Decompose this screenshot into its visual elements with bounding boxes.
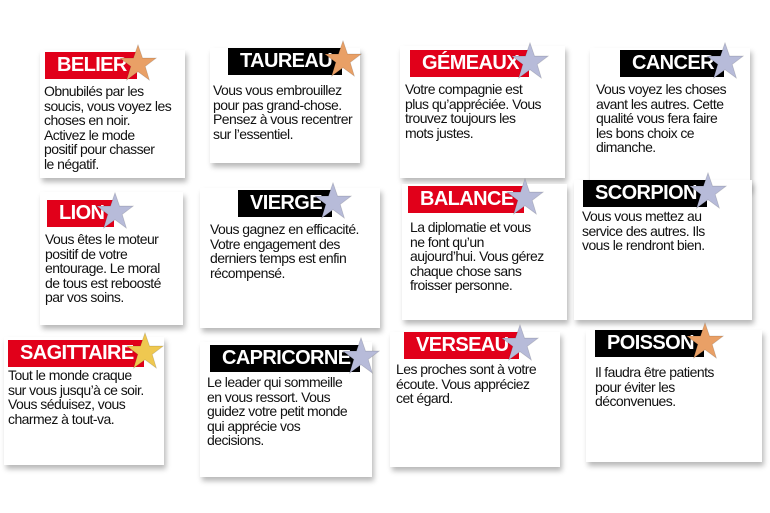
sign-text: Vous voyez les choses avant les autres. … [596, 81, 727, 156]
sign-label: POISSON [595, 330, 704, 357]
star-icon [118, 43, 158, 82]
star-icon [505, 177, 545, 216]
sign-label: BALANCE [408, 186, 524, 213]
sign-label: CANCER [620, 50, 724, 77]
star-icon [313, 181, 353, 220]
sign-label: TAUREAU [228, 48, 343, 75]
sign-text: Les proches sont à votre écoute. Vous ap… [396, 361, 537, 407]
star-icon [688, 171, 728, 210]
star-icon [685, 321, 725, 360]
star-icon [510, 41, 550, 80]
sign-label: SAGITTAIRE [8, 340, 144, 367]
sign-label: BELIER [45, 52, 137, 79]
sign-label: VERSEAU [404, 332, 519, 359]
sign-text: Vous êtes le moteur positif de votre ent… [45, 231, 161, 306]
star-icon [125, 331, 165, 370]
sign-text: La diplomatie et vous ne font qu’un aujo… [410, 219, 544, 294]
sign-text: Votre compagnie est plus qu’appréciée. V… [405, 81, 542, 141]
star-icon [341, 336, 381, 375]
sign-label: LION [47, 200, 115, 227]
sign-text: Vous vous embrouillez pour pas grand-cho… [213, 82, 353, 142]
sign-text: Tout le monde craque sur vous jusqu’à ce… [8, 367, 144, 427]
star-icon [323, 39, 363, 78]
sign-text: Vous gagnez en efficacité. Votre engagem… [210, 221, 359, 281]
sign-label: SCORPION [583, 180, 707, 207]
sign-text: Le leader qui sommeille en vous ressort.… [207, 374, 348, 449]
sign-text: Il faudra être patients pour éviter les … [595, 364, 714, 410]
sign-text: Vous vous mettez au service des autres. … [582, 208, 705, 254]
sign-label: VIERGE [238, 190, 332, 217]
sign-label: GÉMEAUX [410, 50, 529, 77]
star-icon [95, 191, 135, 230]
star-icon [705, 41, 745, 80]
star-icon [500, 323, 540, 362]
sign-text: Obnubilés par les soucis, vous voyez les… [44, 83, 172, 172]
sign-label: CAPRICORNE [210, 345, 361, 372]
